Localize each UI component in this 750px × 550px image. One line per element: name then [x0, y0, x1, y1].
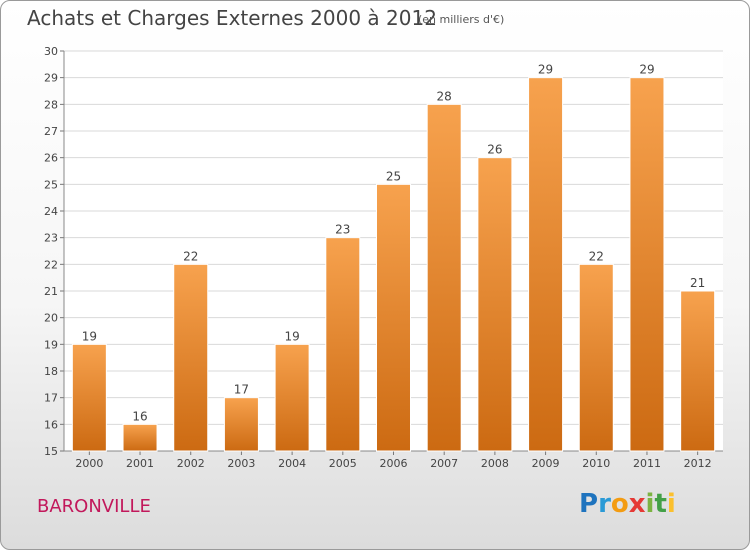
logo-letter: r: [598, 489, 611, 519]
chart-subtitle: (en milliers d'€): [418, 13, 505, 26]
y-tick-label: 25: [44, 178, 58, 191]
bar-value-label: 17: [234, 383, 249, 397]
bar: [680, 290, 716, 452]
y-tick-label: 17: [44, 392, 58, 405]
x-tick-label: 2008: [481, 457, 509, 470]
y-tick-label: 24: [44, 205, 58, 218]
bar: [477, 157, 513, 452]
y-tick-label: 30: [44, 45, 58, 58]
bars: [71, 77, 716, 452]
bar: [173, 263, 209, 452]
bar-value-label: 25: [386, 169, 401, 183]
bar: [528, 77, 564, 452]
y-tick-label: 19: [44, 338, 58, 351]
bar-value-label: 28: [437, 89, 452, 103]
chart-title: Achats et Charges Externes 2000 à 2012: [27, 6, 437, 30]
bar: [629, 77, 665, 452]
bar-value-label: 21: [690, 276, 705, 290]
y-tick-label: 15: [44, 445, 58, 458]
bar-value-label: 22: [589, 249, 604, 263]
logo-letter: i: [645, 489, 655, 519]
x-tick-label: 2010: [582, 457, 610, 470]
x-tick-label: 2002: [177, 457, 205, 470]
y-tick-label: 28: [44, 98, 58, 111]
bar: [325, 237, 361, 452]
data-labels: 19 16 22 17 19 23 25 28 26 29 22 29 21: [82, 63, 706, 424]
logo-letter: t: [654, 489, 667, 519]
y-tick-label: 21: [44, 285, 58, 298]
bar: [223, 397, 259, 452]
bar-value-label: 29: [538, 63, 553, 77]
y-tick-label: 22: [44, 258, 58, 271]
y-tick-label: 18: [44, 365, 58, 378]
y-tick-label: 23: [44, 232, 58, 245]
x-tick-label: 2012: [684, 457, 712, 470]
bar-value-label: 23: [335, 223, 350, 237]
bar-value-label: 26: [487, 143, 502, 157]
x-tick-label: 2003: [227, 457, 255, 470]
bar: [71, 343, 107, 452]
y-tick-label: 29: [44, 72, 58, 85]
bar-value-label: 16: [132, 409, 147, 423]
logo-letter: i: [666, 489, 676, 519]
bar: [274, 343, 310, 452]
y-tick-label: 20: [44, 312, 58, 325]
x-tick-label: 2005: [329, 457, 357, 470]
x-tick-label: 2007: [430, 457, 458, 470]
bar-value-label: 22: [183, 249, 198, 263]
y-tick-label: 26: [44, 152, 58, 165]
x-tick-label: 2006: [380, 457, 408, 470]
proxiti-logo: Proxiti: [579, 489, 676, 519]
bar-value-label: 19: [284, 329, 299, 343]
bar-value-label: 19: [82, 329, 97, 343]
bar: [122, 423, 158, 452]
logo-letter: o: [610, 489, 629, 519]
x-tick-label: 2001: [126, 457, 154, 470]
town-name: BARONVILLE: [37, 496, 151, 517]
bar-value-label: 29: [639, 63, 654, 77]
y-tick-label: 16: [44, 418, 58, 431]
x-tick-label: 2004: [278, 457, 306, 470]
y-tick-label: 27: [44, 125, 58, 138]
x-tick-label: 2000: [75, 457, 103, 470]
x-tick-label: 2011: [633, 457, 661, 470]
logo-letter: x: [628, 489, 646, 519]
bar: [426, 103, 462, 452]
x-tick-label: 2009: [532, 457, 560, 470]
bar: [376, 183, 411, 452]
bar: [578, 263, 614, 452]
logo-letter: P: [579, 489, 599, 519]
